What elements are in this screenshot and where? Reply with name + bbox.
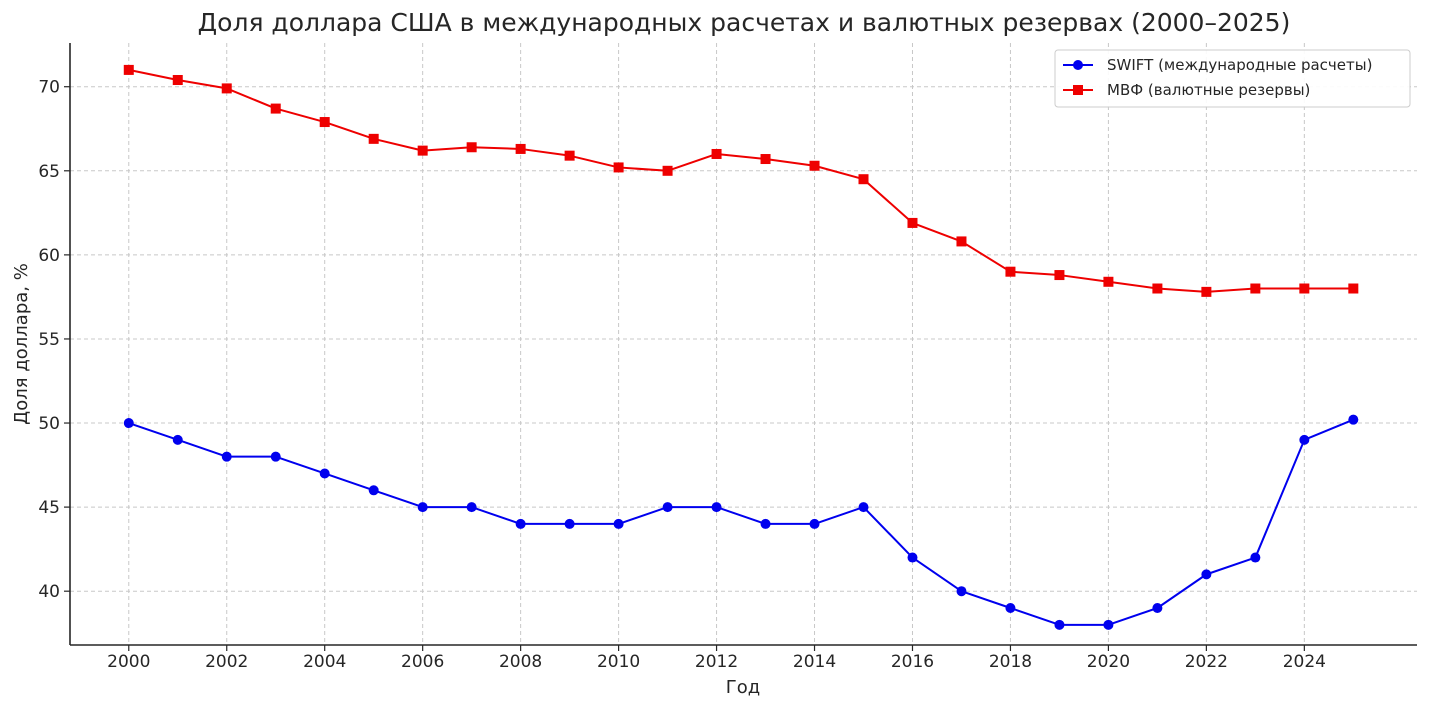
point-1-2019 (1054, 270, 1065, 281)
series-line-1 (128, 68, 1354, 293)
x-tick-label-2020: 2020 (1087, 652, 1130, 672)
point-0-2003 (270, 451, 281, 462)
point-1-2022 (1201, 286, 1212, 297)
point-0-2023 (1250, 552, 1261, 563)
legend-label-imf: МВФ (валютные резервы) (1107, 81, 1310, 99)
grid (70, 43, 1417, 645)
point-0-2008 (515, 518, 526, 529)
y-tick-label-40: 40 (38, 582, 60, 602)
point-1-2024 (1299, 283, 1310, 294)
axes: 2000 2002 2004 2006 2008 2010 2012 2014 2016 2018… (38, 43, 1417, 672)
series-line-0 (128, 418, 1354, 626)
legend-marker-imf (1073, 85, 1083, 95)
point-1-2015 (858, 174, 869, 185)
x-tick-label-2004: 2004 (303, 652, 346, 672)
point-1-2002 (221, 83, 232, 94)
point-1-2023 (1250, 283, 1261, 294)
x-axis-label: Год (726, 677, 760, 698)
point-1-2013 (760, 154, 771, 165)
point-1-2018 (1005, 266, 1016, 277)
point-1-2021 (1152, 283, 1163, 294)
legend-frame (1054, 49, 1411, 108)
point-0-2009 (564, 518, 575, 529)
point-0-2019 (1054, 619, 1065, 630)
point-0-2025 (1348, 414, 1359, 425)
legend-label-swift: SWIFT (международные расчеты) (1107, 56, 1372, 74)
y-tick-label-55: 55 (38, 330, 60, 350)
legend: SWIFT (международные расчеты) МВФ (валют… (1054, 49, 1411, 108)
x-tick-label-2016: 2016 (891, 652, 934, 672)
point-1-2000 (123, 64, 134, 75)
y-tick-label-50: 50 (38, 414, 60, 434)
point-1-2025 (1348, 283, 1359, 294)
point-1-2001 (172, 74, 183, 85)
y-tick-label-60: 60 (38, 246, 60, 266)
x-tick-label-2000: 2000 (107, 652, 150, 672)
y-tick-label-45: 45 (38, 498, 60, 518)
point-1-2010 (613, 162, 624, 173)
point-0-2000 (123, 418, 134, 429)
point-1-2004 (319, 117, 330, 128)
point-0-2015 (858, 502, 869, 513)
point-1-2012 (711, 148, 722, 159)
y-tick-label-65: 65 (38, 162, 60, 182)
point-0-2017 (956, 586, 967, 597)
point-0-2002 (221, 451, 232, 462)
x-tick-label-2014: 2014 (793, 652, 836, 672)
point-1-2003 (270, 103, 281, 114)
point-1-2014 (809, 160, 820, 171)
point-1-2005 (368, 133, 379, 144)
point-0-2020 (1103, 619, 1114, 630)
x-tick-label-2002: 2002 (205, 652, 248, 672)
point-0-2016 (907, 552, 918, 563)
point-1-2008 (515, 143, 526, 154)
x-tick-label-2018: 2018 (989, 652, 1032, 672)
chart-title: Доля доллара США в международных расчета… (198, 8, 1291, 37)
x-tick-label-2024: 2024 (1283, 652, 1326, 672)
x-tick-label-2022: 2022 (1185, 652, 1228, 672)
x-tick-label-2010: 2010 (597, 652, 640, 672)
legend-marker-swift (1073, 60, 1083, 70)
x-tick-label-2012: 2012 (695, 652, 738, 672)
point-0-2001 (172, 434, 183, 445)
point-1-2007 (466, 142, 477, 153)
point-0-2013 (760, 518, 771, 529)
point-1-2017 (956, 236, 967, 247)
point-0-2018 (1005, 603, 1016, 614)
x-tick-label-2006: 2006 (401, 652, 444, 672)
point-0-2006 (417, 502, 428, 513)
point-0-2010 (613, 518, 624, 529)
point-1-2011 (662, 165, 673, 176)
y-axis-label: Доля доллара, % (11, 263, 32, 425)
point-1-2016 (907, 217, 918, 228)
point-1-2009 (564, 150, 575, 161)
point-1-2020 (1103, 276, 1114, 287)
point-0-2024 (1299, 434, 1310, 445)
point-0-2014 (809, 518, 820, 529)
point-1-2006 (417, 145, 428, 156)
point-0-2012 (711, 502, 722, 513)
series-layer (123, 64, 1359, 630)
y-tick-label-70: 70 (38, 78, 60, 98)
point-0-2022 (1201, 569, 1212, 580)
point-0-2004 (319, 468, 330, 479)
point-0-2011 (662, 502, 673, 513)
point-0-2021 (1152, 603, 1163, 614)
point-0-2005 (368, 485, 379, 496)
point-0-2007 (466, 502, 477, 513)
x-tick-label-2008: 2008 (499, 652, 542, 672)
